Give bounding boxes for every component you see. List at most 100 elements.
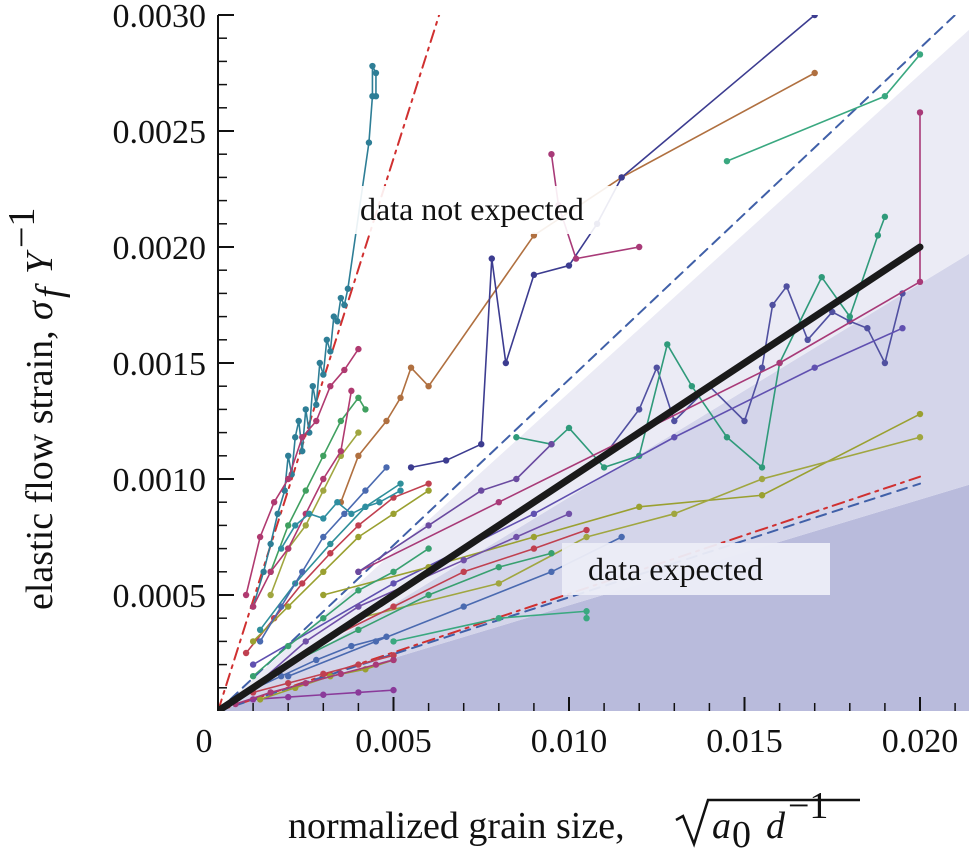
data-point bbox=[811, 15, 818, 19]
series-line-magenta-long bbox=[358, 112, 921, 573]
x-axis-title: normalized grain size, a 0 d −1 bbox=[288, 785, 860, 853]
data-point bbox=[341, 301, 348, 309]
y-axis-math-sub: f bbox=[29, 283, 71, 298]
data-point bbox=[636, 503, 643, 511]
data-point bbox=[916, 109, 924, 116]
x-tick-label: 0.020 bbox=[882, 723, 959, 760]
data-point bbox=[548, 568, 555, 575]
data-point bbox=[295, 417, 302, 425]
data-point bbox=[565, 424, 573, 432]
data-point bbox=[618, 533, 625, 541]
data-point bbox=[285, 475, 292, 483]
data-point bbox=[513, 475, 520, 483]
y-tick-label: 0.0015 bbox=[113, 346, 207, 383]
data-point bbox=[783, 283, 790, 290]
data-point bbox=[818, 273, 825, 281]
data-point bbox=[376, 499, 383, 506]
x-axis-math-sub: 0 bbox=[732, 814, 751, 853]
data-point bbox=[425, 545, 432, 552]
data-point bbox=[372, 661, 380, 668]
series-green-low-a bbox=[249, 545, 432, 680]
y-axis-title: elastic flow strain, σ f Y −1 bbox=[1, 208, 71, 610]
data-point bbox=[316, 359, 323, 367]
data-point bbox=[372, 93, 380, 100]
x-axis-math-base: a bbox=[712, 805, 731, 847]
data-point bbox=[758, 364, 766, 371]
data-point bbox=[583, 615, 590, 622]
data-point bbox=[390, 686, 397, 694]
series-line-green-low-a bbox=[252, 547, 430, 677]
data-point bbox=[348, 642, 355, 650]
data-point bbox=[285, 522, 292, 529]
data-point bbox=[320, 452, 327, 459]
data-point bbox=[274, 510, 281, 517]
data-point bbox=[664, 341, 671, 348]
data-point bbox=[320, 475, 327, 483]
data-point bbox=[330, 313, 338, 320]
data-point bbox=[355, 452, 362, 459]
data-point bbox=[864, 325, 871, 332]
y-tick-label: 0.0030 bbox=[113, 0, 207, 35]
data-point bbox=[916, 51, 924, 58]
data-point bbox=[758, 492, 766, 499]
data-point bbox=[249, 603, 257, 610]
series-magenta-low-c bbox=[232, 656, 397, 708]
data-point bbox=[348, 387, 355, 395]
data-point bbox=[513, 434, 520, 441]
shaded-regions bbox=[218, 29, 969, 711]
data-point bbox=[313, 417, 320, 425]
data-point bbox=[741, 417, 748, 425]
data-point bbox=[372, 638, 380, 645]
data-point bbox=[355, 626, 362, 633]
data-point bbox=[636, 243, 643, 251]
data-point bbox=[829, 308, 836, 316]
data-point bbox=[302, 522, 309, 529]
data-point bbox=[320, 591, 327, 599]
data-point bbox=[337, 670, 345, 678]
data-point bbox=[495, 563, 502, 571]
data-point bbox=[327, 383, 334, 390]
data-point bbox=[369, 62, 376, 70]
data-point bbox=[256, 533, 264, 541]
data-point bbox=[530, 271, 538, 279]
data-point bbox=[362, 406, 369, 413]
data-point bbox=[881, 93, 889, 100]
data-point bbox=[355, 533, 362, 541]
data-point bbox=[372, 69, 380, 77]
series-olive bbox=[320, 410, 924, 599]
data-point bbox=[292, 434, 299, 441]
data-point bbox=[285, 452, 292, 459]
series-violet-long bbox=[249, 325, 906, 668]
data-point bbox=[341, 510, 348, 517]
series-red-mid-d bbox=[320, 526, 590, 645]
data-point bbox=[758, 475, 766, 483]
data-point bbox=[299, 434, 306, 441]
data-point bbox=[256, 696, 264, 703]
data-point bbox=[811, 69, 818, 77]
data-point bbox=[292, 522, 299, 529]
data-point bbox=[916, 410, 924, 418]
data-point bbox=[502, 359, 510, 367]
data-point bbox=[460, 557, 467, 564]
data-point bbox=[495, 615, 502, 622]
ref-line-theory-thick bbox=[218, 243, 924, 711]
data-point bbox=[320, 691, 327, 698]
y-ticks: 0.0005 0.0010 0.0015 0.0020 0.0025 0.0030 bbox=[113, 0, 234, 689]
x-tick-label: 0 bbox=[196, 723, 213, 760]
data-point bbox=[242, 591, 250, 599]
data-point bbox=[881, 359, 889, 367]
data-point bbox=[874, 232, 882, 239]
data-point bbox=[530, 533, 538, 541]
series-line-green-low bbox=[393, 610, 588, 643]
data-point bbox=[355, 661, 362, 668]
x-tick-label: 0.015 bbox=[706, 723, 783, 760]
data-point bbox=[530, 510, 538, 517]
data-point bbox=[636, 406, 643, 413]
data-point bbox=[495, 580, 502, 587]
data-point bbox=[478, 487, 485, 494]
data-point bbox=[277, 673, 285, 680]
series-line-olive-2 bbox=[358, 436, 921, 619]
series-line-olive-mid-a bbox=[252, 489, 430, 642]
data-point bbox=[334, 318, 341, 325]
data-point bbox=[299, 568, 306, 575]
